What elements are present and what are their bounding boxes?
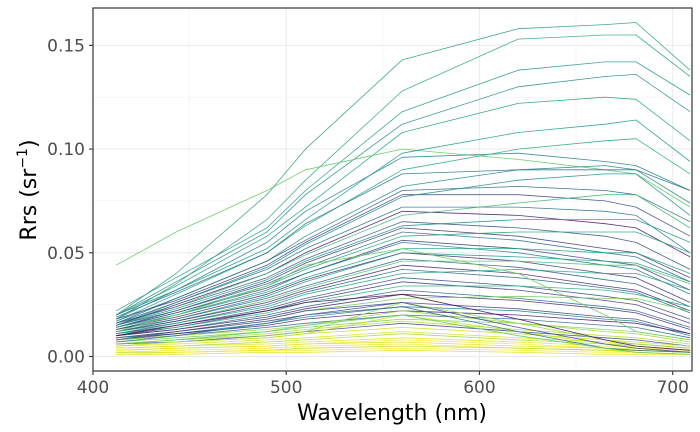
spectrum-line-7 <box>116 152 691 316</box>
spectrum-line-54 <box>116 347 691 355</box>
spectrum-line-60 <box>116 302 691 353</box>
spectrum-line-1 <box>115 34 691 320</box>
spectrum-line-42 <box>116 318 691 343</box>
x-axis-title: Wavelength (nm) <box>297 401 487 426</box>
spectrum-line-33 <box>116 281 691 337</box>
spectrum-line-3 <box>116 74 691 316</box>
spectrum-line-26 <box>116 252 691 332</box>
spectrum-line-2 <box>116 61 691 312</box>
spectrum-line-11 <box>116 185 691 324</box>
spectrum-line-45 <box>116 322 691 347</box>
spectrum-line-44 <box>116 320 691 345</box>
spectrum-line-43 <box>116 310 691 343</box>
y-tick-label-3: 0.15 <box>47 36 85 56</box>
spectrum-line-16 <box>116 194 691 326</box>
spectrum-line-29 <box>116 264 691 332</box>
spectrum-line-12 <box>116 194 691 320</box>
spectrum-line-58 <box>116 248 691 341</box>
y-axis-title: Rrs (sr−1) <box>15 139 42 240</box>
x-axis: 400 500 600 700 <box>77 371 689 398</box>
spectrum-line-34 <box>116 285 691 335</box>
spectrum-line-28 <box>116 260 691 332</box>
spectrum-line-52 <box>116 343 691 353</box>
series-layer <box>115 22 691 355</box>
y-axis-title-main: Rrs (sr <box>17 168 42 241</box>
spectrum-line-47 <box>116 331 691 349</box>
y-tick-label-1: 0.05 <box>47 244 85 264</box>
y-tick-label-2: 0.10 <box>47 140 85 160</box>
spectrum-line-31 <box>116 268 691 332</box>
spectrum-line-5 <box>116 148 691 266</box>
x-tick-label-3: 700 <box>656 378 688 398</box>
y-axis-title-close: ) <box>17 139 42 148</box>
grid-major <box>92 8 692 371</box>
spectrum-line-61 <box>116 306 691 353</box>
spectrum-line-9 <box>116 169 691 318</box>
spectrum-line-13 <box>116 173 691 326</box>
spectrum-line-30 <box>116 268 691 335</box>
spectrum-line-19 <box>116 227 691 328</box>
y-axis: 0.00 0.05 0.10 0.15 <box>47 36 93 367</box>
spectrum-line-55 <box>116 349 691 355</box>
spectrum-line-17 <box>116 221 691 324</box>
x-tick-label-0: 400 <box>77 378 109 398</box>
spectrum-line-49 <box>116 337 691 351</box>
spectrum-line-32 <box>116 277 691 335</box>
spectrum-line-59 <box>116 293 691 351</box>
spectrum-line-8 <box>116 138 691 322</box>
spectrum-line-15 <box>116 210 691 326</box>
spectrum-line-21 <box>116 231 691 328</box>
plot-panel-border <box>92 7 693 372</box>
y-tick-label-0: 0.00 <box>47 347 85 367</box>
spectrum-line-20 <box>116 231 691 326</box>
spectrum-line-4 <box>116 96 691 316</box>
y-axis-title-superscript: −1 <box>15 148 31 169</box>
spectrum-line-35 <box>116 289 691 337</box>
x-tick-label-1: 500 <box>270 378 302 398</box>
spectrum-line-0 <box>115 22 691 316</box>
spectrum-line-27 <box>116 258 691 330</box>
spectrum-line-14 <box>116 206 691 324</box>
spectrum-line-18 <box>116 219 691 326</box>
spectrum-line-62 <box>116 314 691 355</box>
spectrum-line-23 <box>116 241 691 330</box>
x-tick-label-2: 600 <box>463 378 495 398</box>
spectrum-line-6 <box>116 119 691 320</box>
spectrum-line-22 <box>116 239 691 328</box>
